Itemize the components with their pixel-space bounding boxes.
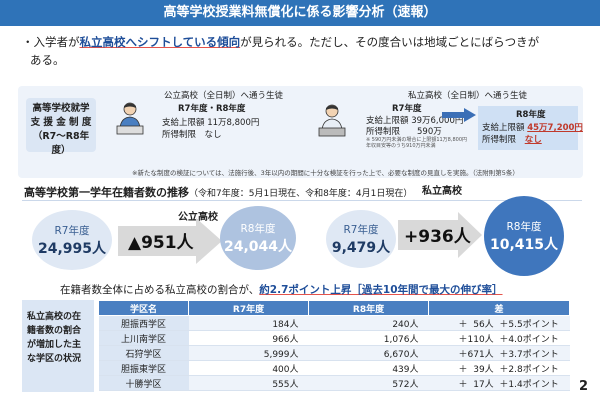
page-title: 高等学校授業料無償化に係る影響分析（速報） bbox=[163, 5, 437, 20]
district-name: 上川南学区 bbox=[98, 330, 189, 346]
public-r7-value: 24,995人 bbox=[37, 240, 107, 257]
private-r7-note: 年収目安等のうち910万円未満 bbox=[366, 143, 436, 149]
student-laptop-icon bbox=[116, 102, 144, 135]
summary-text: ・入学者が私立高校へシフトしている傾向が見られる。ただし、その度合いは地域ごとに… bbox=[22, 33, 580, 75]
district-diff: ＋ 17人 ＋1.4ポイント bbox=[428, 375, 570, 391]
district-r8: 572人 bbox=[308, 375, 429, 391]
district-diff: ＋671人 ＋3.7ポイント bbox=[428, 345, 570, 361]
district-table: 学区名 R7年度 R8年度 差 胆振西学区 184人 240人 ＋ 56人 ＋5… bbox=[98, 300, 570, 391]
public-r8-circle: R8年度 24,044人 bbox=[220, 206, 296, 270]
public-r7-circle: R7年度 24,995人 bbox=[32, 210, 112, 270]
public-r8-label: R8年度 bbox=[240, 222, 276, 235]
table-row: 胆振西学区 184人 240人 ＋ 56人 ＋5.5ポイント bbox=[98, 315, 570, 331]
table-row: 石狩学区 5,999人 6,670人 ＋671人 ＋3.7ポイント bbox=[98, 345, 570, 361]
section-divider bbox=[22, 200, 582, 201]
district-r8: 6,670人 bbox=[308, 345, 429, 361]
district-name: 胆振東学区 bbox=[98, 360, 189, 376]
support-label-line: 高等学校就学 bbox=[32, 103, 90, 114]
share-highlight: 約2.7ポイント上昇［過去10年間で最大の伸び率］ bbox=[259, 284, 503, 296]
public-support-limit: 支給上限額 11万8,800円 bbox=[162, 118, 260, 128]
public-support-income: 所得制限 なし bbox=[162, 130, 222, 140]
private-change: +936人 bbox=[404, 227, 471, 247]
support-label-line: 支 援 金 制 度 bbox=[30, 117, 92, 128]
private-r7-value: 9,479人 bbox=[331, 239, 391, 256]
private-r8-limit-label: 支給上限額 bbox=[482, 123, 525, 133]
public-change-arrow-icon bbox=[118, 218, 222, 264]
private-r8-circle: R8年度 10,415人 bbox=[484, 196, 564, 276]
summary-line2: ある。 bbox=[30, 53, 65, 67]
page-header: 高等学校授業料無償化に係る影響分析（速報） bbox=[0, 0, 600, 26]
public-support-year: R7年度・R8年度 bbox=[178, 104, 246, 114]
support-system-label: 高等学校就学 支 援 金 制 度 （R7〜R8年度） bbox=[26, 98, 96, 156]
district-name: 石狩学区 bbox=[98, 345, 189, 361]
district-r8: 240人 bbox=[308, 315, 429, 331]
side-label-line: 私立高校の在 bbox=[27, 312, 82, 322]
private-support-title: 私立高校（全日制）へ通う生徒 bbox=[408, 91, 528, 101]
page-number: 2 bbox=[578, 379, 588, 394]
col-header-district: 学区名 bbox=[98, 300, 189, 316]
private-school-support: 私立高校（全日制）へ通う生徒 R7年度 支給上限額 39万6,000円 所得制限… bbox=[366, 86, 578, 176]
district-r8: 439人 bbox=[308, 360, 429, 376]
district-diff: ＋ 56人 ＋5.5ポイント bbox=[428, 315, 570, 331]
district-r8: 1,076人 bbox=[308, 330, 429, 346]
table-row: 上川南学区 966人 1,076人 ＋110人 ＋4.0ポイント bbox=[98, 330, 570, 346]
public-r7-label: R7年度 bbox=[54, 224, 90, 237]
private-r7-note: ※ 590万円未満の場合に上限額11万8,800円 bbox=[366, 137, 468, 143]
district-r7: 184人 bbox=[188, 315, 309, 331]
private-r8-label: R8年度 bbox=[506, 220, 542, 233]
private-r8-box: R8年度 支給上限額 45万7,200円 所得制限 なし bbox=[478, 106, 583, 150]
private-r8-value: 10,415人 bbox=[489, 236, 559, 253]
district-name: 胆振西学区 bbox=[98, 315, 189, 331]
district-r7: 400人 bbox=[188, 360, 309, 376]
col-header-r8: R8年度 bbox=[308, 300, 429, 316]
district-diff: ＋110人 ＋4.0ポイント bbox=[428, 330, 570, 346]
district-diff: ＋ 39人 ＋2.8ポイント bbox=[428, 360, 570, 376]
side-label-line: な学区の状況 bbox=[27, 354, 82, 364]
table-header-row: 学区名 R7年度 R8年度 差 bbox=[98, 300, 570, 316]
private-r7-limit: 支給上限額 39万6,000円 bbox=[366, 116, 464, 126]
private-r8-income-value: なし bbox=[524, 135, 542, 145]
private-change-arrow-icon bbox=[398, 212, 482, 258]
public-change: ▲951人 bbox=[128, 233, 194, 253]
summary-rest: が見られる。ただし、その度合いは地域ごとにばらつきが bbox=[240, 35, 540, 49]
private-r7-year: R7年度 bbox=[392, 104, 422, 114]
support-label-line: （R7〜R8年度） bbox=[32, 131, 90, 156]
students-heading-sub: （令和7年度：5月1日現在、令和8年度：4月1日現在） bbox=[189, 189, 413, 199]
public-school-label: 公立高校 bbox=[178, 212, 218, 223]
public-support-title: 公立高校（全日制）へ通う生徒 bbox=[164, 91, 284, 101]
public-school-support: 公立高校（全日制）へ通う生徒 R7年度・R8年度 支給上限額 11万8,800円… bbox=[154, 86, 314, 176]
side-label-line: 籍者数の割合 bbox=[27, 326, 82, 336]
district-side-label: 私立高校の在 籍者数の割合 が増加した主 な学区の状況 bbox=[22, 300, 94, 392]
private-r8-year: R8年度 bbox=[516, 110, 546, 120]
student-laptop-icon bbox=[318, 104, 346, 137]
support-note: ※新たな制度の検証については、法施行後、3年以内の期間に十分な検証を行った上で、… bbox=[132, 169, 519, 177]
students-heading: 高等学校第一学年在籍者数の推移（令和7年度：5月1日現在、令和8年度：4月1日現… bbox=[24, 184, 412, 200]
share-text: 在籍者数全体に占める私立高校の割合が、約2.7ポイント上昇［過去10年間で最大の… bbox=[60, 282, 503, 297]
share-text-main: 在籍者数全体に占める私立高校の割合が、 bbox=[60, 284, 260, 296]
private-school-label: 私立高校 bbox=[422, 186, 462, 197]
district-r7: 555人 bbox=[188, 375, 309, 391]
col-header-diff: 差 bbox=[428, 300, 570, 316]
private-r7-circle: R7年度 9,479人 bbox=[326, 210, 396, 268]
right-arrow-icon bbox=[442, 108, 476, 122]
support-system-box: 高等学校就学 支 援 金 制 度 （R7〜R8年度） 公立高校（全日制）へ通う生… bbox=[18, 86, 583, 178]
col-header-r7: R7年度 bbox=[188, 300, 309, 316]
private-r8-income-label: 所得制限 bbox=[482, 135, 517, 145]
district-name: 十勝学区 bbox=[98, 375, 189, 391]
students-heading-main: 高等学校第一学年在籍者数の推移 bbox=[24, 186, 189, 199]
table-row: 十勝学区 555人 572人 ＋ 17人 ＋1.4ポイント bbox=[98, 375, 570, 391]
public-r8-value: 24,044人 bbox=[223, 238, 293, 255]
district-r7: 966人 bbox=[188, 330, 309, 346]
table-row: 胆振東学区 400人 439人 ＋ 39人 ＋2.8ポイント bbox=[98, 360, 570, 376]
private-r8-limit-value: 45万7,200円 bbox=[527, 123, 583, 133]
private-r7-income: 所得制限 590万 bbox=[366, 127, 442, 137]
private-r7-label: R7年度 bbox=[343, 223, 379, 236]
side-label-line: が増加した主 bbox=[27, 340, 82, 350]
summary-highlight: 私立高校へシフトしている傾向 bbox=[79, 35, 241, 49]
district-r7: 5,999人 bbox=[188, 345, 309, 361]
summary-bullet: ・入学者が bbox=[22, 35, 80, 49]
